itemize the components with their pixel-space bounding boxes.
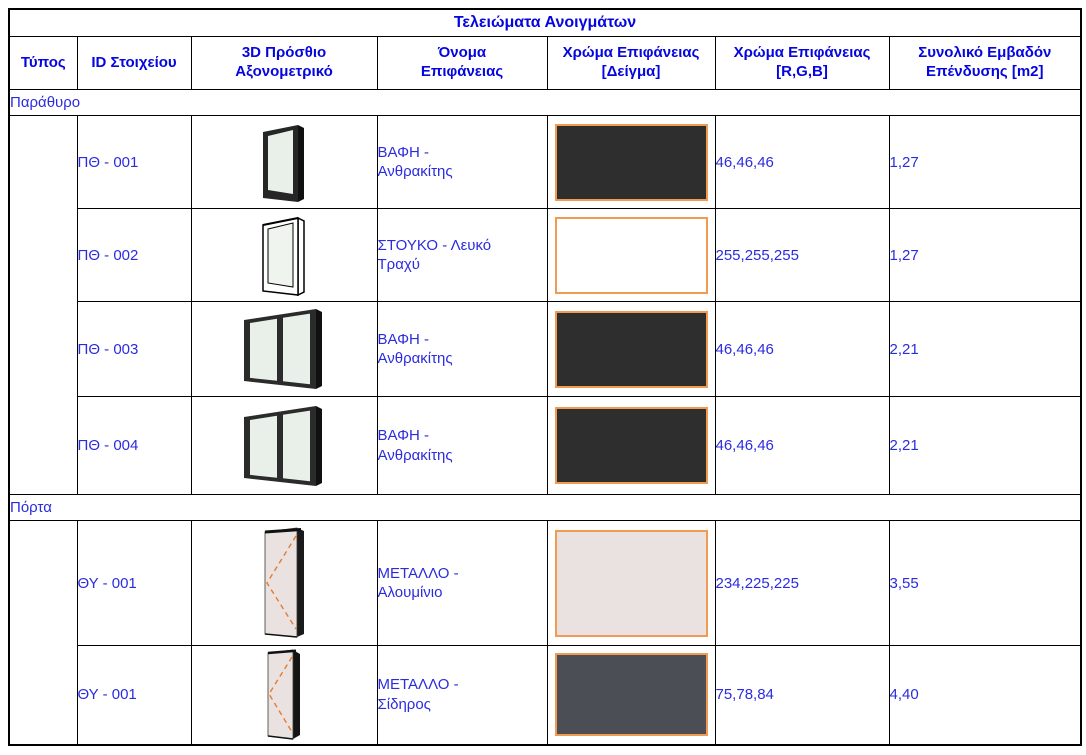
table-row-door-2: ΘΥ - 001 ΜΕΤΑΛΛΟ - Σίδηρος 75,78,84 4,40 <box>9 645 1082 745</box>
axon-preview-cell <box>190 520 378 646</box>
color-sample-cell <box>546 301 716 397</box>
table-row-door-1: ΘΥ - 001 ΜΕΤΑΛΛΟ - Αλουμίνιο 234,225,225… <box>8 520 1082 745</box>
color-swatch <box>554 123 708 201</box>
type-group-cell-windows <box>8 115 78 495</box>
door-single-narrow-icon <box>267 649 300 740</box>
title-row: Τελειώματα Ανοιγμάτων <box>8 8 1082 37</box>
element-id-cell: ΘΥ - 001 <box>76 520 192 646</box>
column-header-surface-name: Όνομα Επιφάνειας <box>376 36 548 90</box>
table-row-window-1: ΠΘ - 001 ΒΑΦΗ - Ανθρακίτης 46,46,46 1,27 <box>8 115 1082 495</box>
color-sample-cell <box>546 396 716 495</box>
color-swatch <box>554 653 708 737</box>
schedule-title: Τελειώματα Ανοιγμάτων <box>8 8 1082 37</box>
element-id-cell: ΘΥ - 001 <box>76 645 192 745</box>
color-rgb-cell: 46,46,46 <box>714 396 890 495</box>
column-header-element-id: ID Στοιχείου <box>76 36 192 90</box>
section-label-doors: Πόρτα <box>8 494 1082 521</box>
surface-name-cell: ΜΕΤΑΛΛΟ - Σίδηρος <box>376 645 548 745</box>
color-rgb-cell: 75,78,84 <box>714 645 890 745</box>
axon-preview-cell <box>190 208 378 302</box>
table-row-window-4: ΠΘ - 004 ΒΑΦΗ - Ανθρακίτης 46,46,46 2,21 <box>9 396 1082 495</box>
total-area-cell: 3,55 <box>888 520 1082 646</box>
surface-name-cell: ΣΤΟΥΚΟ - Λευκό Τραχύ <box>376 208 548 302</box>
total-area-cell: 2,21 <box>888 396 1082 495</box>
color-sample-cell <box>546 645 716 745</box>
total-area-cell: 4,40 <box>888 645 1082 745</box>
header-row: Τύπος ID Στοιχείου 3D Πρόσθιο Αξονομετρι… <box>8 36 1082 90</box>
type-group-cell-doors <box>8 520 78 745</box>
surface-name-cell: ΒΑΦΗ - Ανθρακίτης <box>376 396 548 495</box>
color-swatch <box>554 216 708 294</box>
section-label-windows: Παράθυρο <box>8 89 1082 116</box>
section-row-doors: Πόρτα <box>8 494 1082 521</box>
door-single-wide-icon <box>264 527 304 638</box>
axon-preview-cell <box>190 115 378 209</box>
axon-preview-cell <box>190 396 378 495</box>
color-sample-cell <box>546 208 716 302</box>
color-sample-cell <box>546 520 716 646</box>
window-double-dark-icon <box>244 405 322 486</box>
color-swatch <box>554 310 708 388</box>
window-single-white-icon <box>262 216 305 297</box>
element-id-cell: ΠΘ - 002 <box>76 208 192 302</box>
total-area-cell: 1,27 <box>888 208 1082 302</box>
color-rgb-cell: 46,46,46 <box>714 301 890 397</box>
column-header-type: Τύπος <box>8 36 78 90</box>
element-id-cell: ΠΘ - 004 <box>76 396 192 495</box>
axon-preview-cell <box>190 301 378 397</box>
column-header-color-sample: Χρώμα Επιφάνειας [Δείγμα] <box>546 36 716 90</box>
column-header-color-rgb: Χρώμα Επιφάνειας [R,G,B] <box>714 36 890 90</box>
openings-finishes-table: Τελειώματα Ανοιγμάτων Τύπος ID Στοιχείου… <box>8 8 1083 746</box>
surface-name-cell: ΒΑΦΗ - Ανθρακίτης <box>376 301 548 397</box>
section-row-windows: Παράθυρο <box>8 89 1082 116</box>
total-area-cell: 1,27 <box>888 115 1082 209</box>
axon-preview-cell <box>190 645 378 745</box>
color-swatch <box>554 407 708 484</box>
surface-name-cell: ΒΑΦΗ - Ανθρακίτης <box>376 115 548 209</box>
color-sample-cell <box>546 115 716 209</box>
color-swatch <box>554 529 708 637</box>
color-rgb-cell: 255,255,255 <box>714 208 890 302</box>
surface-name-cell: ΜΕΤΑΛΛΟ - Αλουμίνιο <box>376 520 548 646</box>
column-header-total-area: Συνολικό Εμβαδόν Επένδυσης [m2] <box>888 36 1082 90</box>
element-id-cell: ΠΘ - 003 <box>76 301 192 397</box>
column-header-axonometric: 3D Πρόσθιο Αξονομετρικό <box>190 36 378 90</box>
color-rgb-cell: 46,46,46 <box>714 115 890 209</box>
total-area-cell: 2,21 <box>888 301 1082 397</box>
element-id-cell: ΠΘ - 001 <box>76 115 192 209</box>
table-row-window-2: ΠΘ - 002 ΣΤΟΥΚΟ - Λευκό Τραχύ 255,255,25… <box>9 208 1082 302</box>
window-single-dark-icon <box>263 125 304 202</box>
table-row-window-3: ΠΘ - 003 ΒΑΦΗ - Ανθρακίτης 46,46,46 2,21 <box>9 301 1082 397</box>
color-rgb-cell: 234,225,225 <box>714 520 890 646</box>
window-double-dark-icon <box>244 309 322 389</box>
